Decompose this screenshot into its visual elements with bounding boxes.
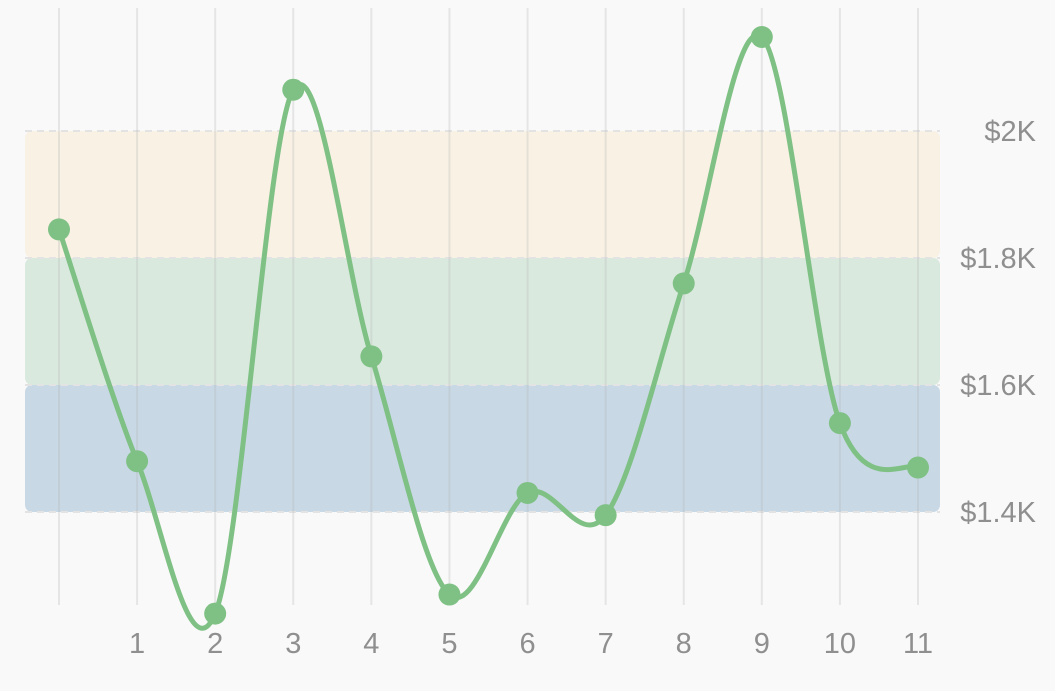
x-tick-label: 11: [903, 628, 933, 660]
data-point[interactable]: [48, 218, 70, 241]
data-point[interactable]: [907, 456, 929, 479]
points-layer: [48, 26, 929, 625]
data-point[interactable]: [672, 272, 695, 295]
x-tick-label: 2: [207, 628, 223, 660]
x-tick-label: 4: [363, 628, 379, 660]
data-point[interactable]: [360, 345, 383, 368]
data-point[interactable]: [282, 78, 305, 101]
y-tick-label: $2K: [984, 116, 1036, 148]
y-tick-label: $1.8K: [960, 243, 1036, 275]
x-tick-label: 7: [598, 628, 614, 660]
data-point[interactable]: [126, 450, 149, 473]
plot-band-1: [25, 258, 940, 385]
x-tick-label: 8: [676, 628, 692, 660]
x-tick-label: 3: [285, 628, 301, 660]
x-tick-label: 5: [441, 628, 457, 660]
data-point[interactable]: [594, 504, 617, 527]
y-tick-labels: $1.4K $1.6K $1.8K $2K: [960, 116, 1036, 529]
y-tick-label: $1.6K: [960, 370, 1036, 402]
bands-layer: [25, 130, 940, 513]
plot-band-0: [25, 385, 940, 512]
x-tick-label: 6: [519, 628, 535, 660]
data-point[interactable]: [438, 583, 461, 606]
x-tick-labels: 1 2 3 4 5 6 7 8 9 10 11: [129, 628, 933, 660]
y-tick-label: $1.4K: [960, 497, 1036, 529]
data-point[interactable]: [204, 602, 227, 625]
data-point[interactable]: [750, 26, 773, 49]
x-tick-label: 1: [129, 628, 145, 660]
grid-layer: [58, 8, 919, 605]
data-point[interactable]: [828, 412, 851, 435]
data-point[interactable]: [516, 481, 539, 504]
x-tick-label: 9: [754, 628, 770, 660]
x-tick-label: 10: [824, 628, 856, 660]
